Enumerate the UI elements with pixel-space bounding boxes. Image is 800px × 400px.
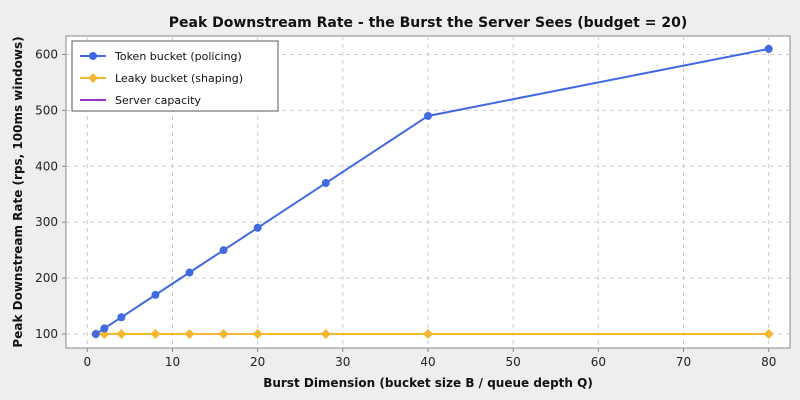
series-0 (91, 44, 773, 339)
data-point (150, 329, 161, 340)
data-point (320, 329, 331, 340)
y-tick-label: 400 (35, 159, 58, 173)
data-point (423, 329, 433, 340)
legend-swatch-marker (89, 52, 97, 60)
data-point (763, 329, 774, 340)
data-point (218, 329, 229, 340)
y-tick-label: 500 (35, 103, 58, 117)
x-tick-label: 20 (250, 355, 265, 369)
data-point (321, 179, 330, 188)
x-tick-label: 30 (335, 355, 350, 369)
x-tick-label: 0 (83, 355, 91, 369)
x-axis-label: Burst Dimension (bucket size B / queue d… (263, 376, 593, 390)
y-tick-label: 100 (35, 327, 58, 341)
legend-label: Leaky bucket (shaping) (115, 72, 243, 85)
data-point (116, 329, 127, 340)
data-point (764, 44, 773, 53)
data-point (185, 268, 194, 277)
x-tick-label: 80 (761, 355, 776, 369)
chart-title: Peak Downstream Rate - the Burst the Ser… (169, 15, 687, 31)
legend-label: Server capacity (115, 94, 201, 107)
data-point (184, 329, 195, 340)
data-point (252, 329, 263, 340)
data-point (151, 290, 160, 299)
data-point (219, 246, 228, 255)
y-tick-label: 300 (35, 215, 58, 229)
legend-box (71, 40, 279, 112)
data-point (117, 313, 126, 322)
x-tick-label: 40 (420, 355, 435, 369)
axis-ticks: 0 10 20 30 40 50 60 70 80 100 200 300 400 500 600 (35, 47, 776, 369)
y-tick-label: 200 (35, 271, 58, 285)
data-point (424, 111, 432, 120)
x-tick-label: 60 (591, 355, 606, 369)
y-axis-label: Peak Downstream Rate (rps, 100ms windows… (11, 36, 25, 347)
data-point (253, 223, 262, 232)
x-tick-label: 10 (165, 355, 180, 369)
legend-swatch-marker (88, 73, 98, 83)
data-point (100, 324, 109, 333)
series-line (95, 47, 769, 335)
legend: Token bucket (policing) Leaky bucket (sha… (71, 40, 279, 112)
series-layer (90, 44, 774, 340)
legend-label: Token bucket (policing) (114, 50, 242, 63)
y-tick-label: 600 (35, 47, 58, 61)
data-point (91, 330, 100, 339)
x-tick-label: 50 (506, 355, 521, 369)
x-tick-label: 70 (676, 355, 691, 369)
